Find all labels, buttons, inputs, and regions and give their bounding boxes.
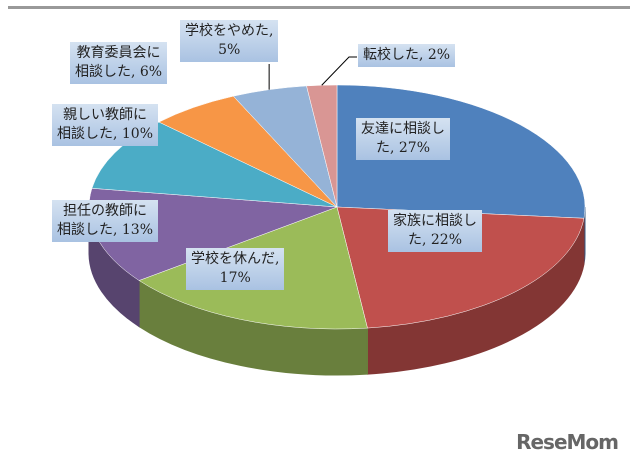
label-family: 家族に相談し た, 22% [388,210,482,252]
chart-frame [8,6,630,463]
label-homeroom-teacher: 担任の教師に 相談した, 13% [52,200,159,242]
label-friends: 友達に相談し た, 27% [356,118,450,160]
resemom-logo: ReseMom [516,430,619,454]
leader-line [321,56,357,86]
label-absent: 学校を休んだ, 17% [186,248,285,290]
label-transferred: 転校した, 2% [358,44,456,67]
label-board-of-education: 教育委員会に 相談した, 6% [70,42,168,84]
label-quit-school: 学校をやめた, 5% [180,20,279,62]
label-close-teacher: 親しい教師に 相談した, 10% [52,104,159,146]
